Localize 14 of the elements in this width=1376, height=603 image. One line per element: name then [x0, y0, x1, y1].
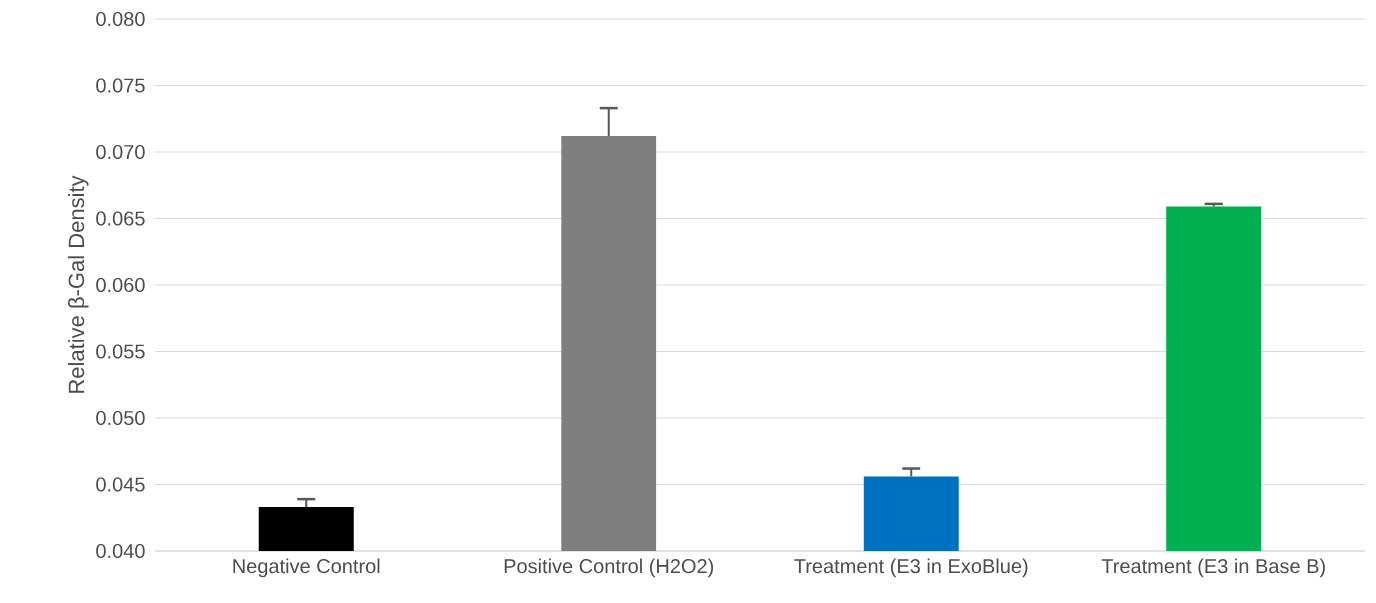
y-tick-label: 0.065	[96, 211, 145, 226]
y-tick-label: 0.055	[96, 344, 145, 359]
y-tick-label: 0.050	[96, 410, 145, 426]
y-tick-label: 0.045	[96, 477, 145, 492]
y-tick-label: 0.040	[96, 543, 145, 559]
y-tick-label: 0.075	[96, 78, 145, 93]
y-tick-label: 0.060	[96, 277, 145, 293]
x-tick-label: Negative Control	[233, 558, 380, 578]
y-tick-label: 0.070	[96, 144, 145, 160]
x-tick-label: Treatment (E3 in ExoBlue)	[794, 558, 1028, 578]
y-tick-label: 0.080	[96, 11, 145, 27]
y-axis-title: Relative β-Gal Density	[68, 175, 89, 393]
x-tick-label: Positive Control (H2O2)	[504, 558, 714, 578]
x-tick-label: Treatment (E3 in Base B)	[1101, 558, 1325, 578]
